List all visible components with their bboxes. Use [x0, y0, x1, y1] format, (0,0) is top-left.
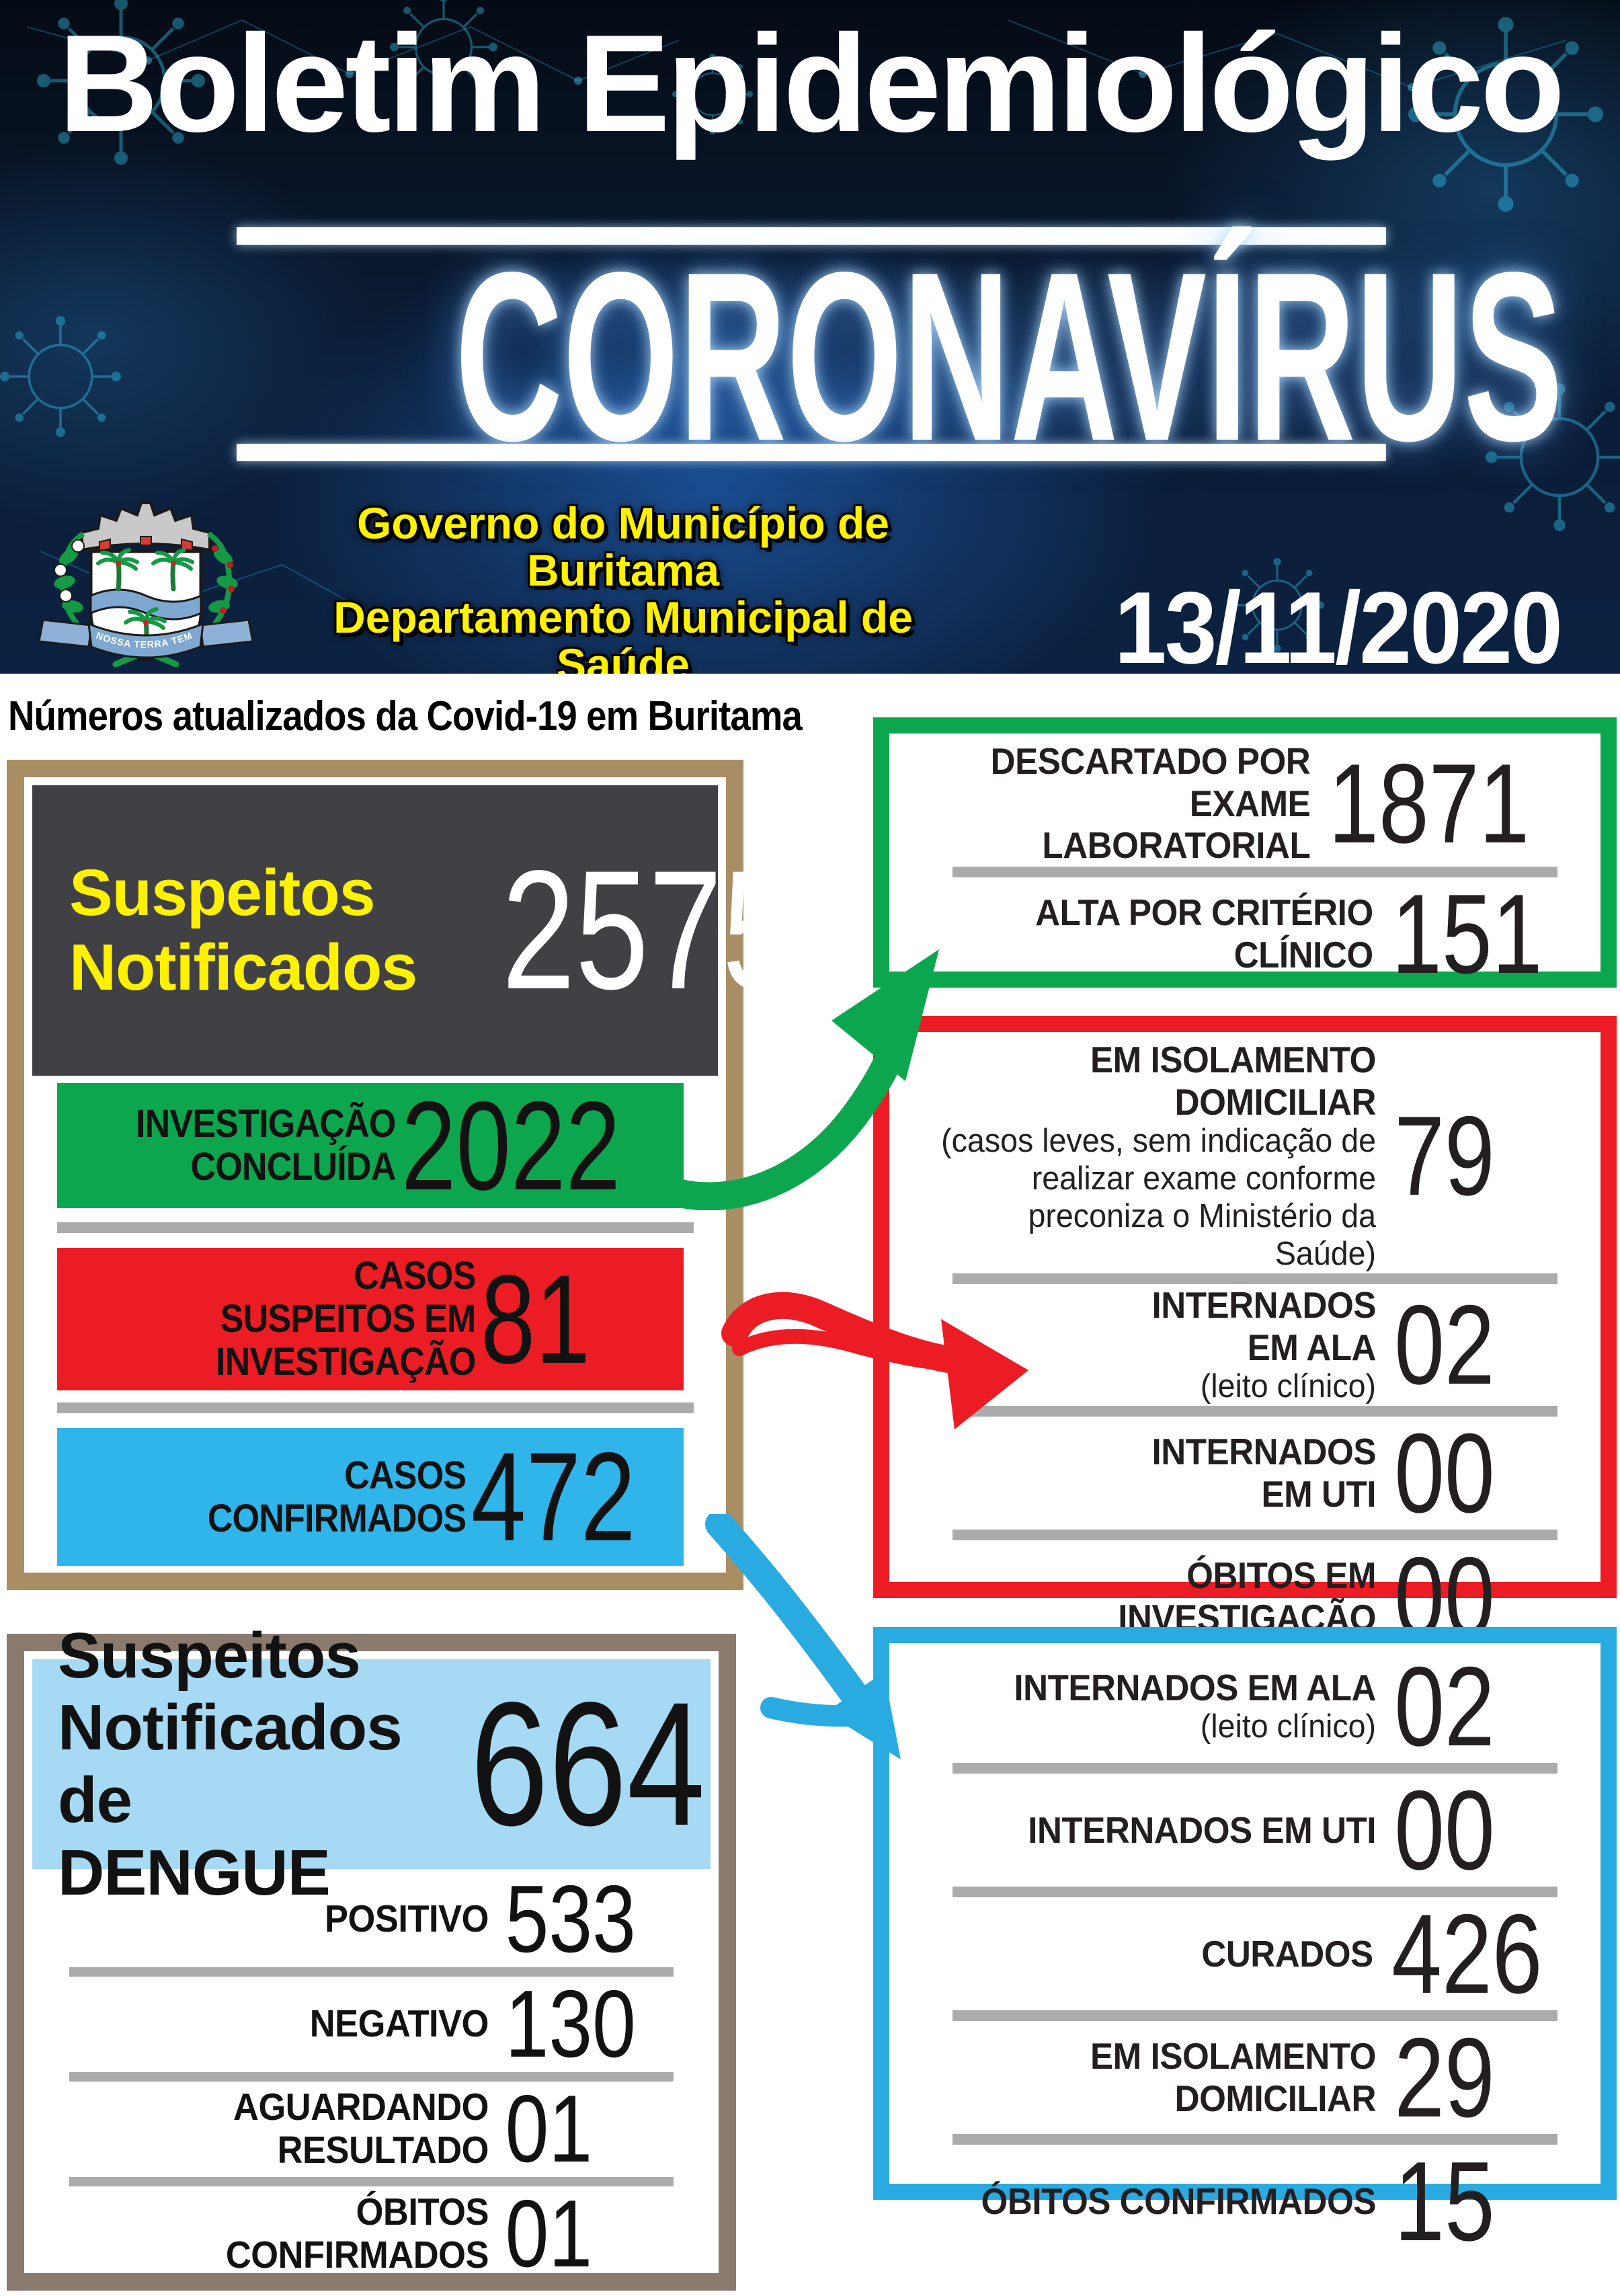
- row-value: 426: [1391, 1891, 1543, 2017]
- row-label: INTERNADOS EM ALA: [1151, 1283, 1376, 1368]
- divider: [953, 2134, 1557, 2145]
- notified-label: Suspeitos Notificados: [69, 856, 417, 1004]
- covid-summary-box: Suspeitos Notificados 2575 INVESTIGAÇÃO …: [7, 760, 796, 1590]
- row-label: ÓBITOS CONFIRMADOS: [225, 2190, 489, 2277]
- dengue-row-confirmed-deaths: ÓBITOS CONFIRMADOS 01: [32, 2186, 711, 2282]
- coronavirus-banner: CORONAVÍRUS: [454, 222, 1564, 491]
- dengue-notified-panel: Suspeitos Notificados de DENGUE 664: [32, 1620, 711, 1909]
- row-note: (leito clínico): [1200, 1368, 1376, 1405]
- dengue-row-awaiting-result: AGUARDANDO RESULTADO 01: [32, 2082, 711, 2177]
- outcomes-box: INTERNADOS EM ALA (leito clínico) 02 INT…: [873, 1627, 1617, 2258]
- row-label: ALTA POR CRITÉRIO CLÍNICO: [1035, 892, 1373, 976]
- divider: [953, 1406, 1557, 1417]
- dengue-notified-label: Suspeitos Notificados de DENGUE: [58, 1619, 403, 1909]
- dengue-row-positive: POSITIVO 533: [32, 1872, 711, 1967]
- row-value: 15: [1394, 2138, 1495, 2264]
- row-recovered: CURADOS 426: [905, 1897, 1584, 2010]
- row-label: DESCARTADO POR EXAME LABORATORIAL: [990, 740, 1311, 867]
- banner-rule-top: [237, 227, 1386, 245]
- row-home-isolation: EM ISOLAMENTO DOMICILIAR (casos leves, s…: [905, 1039, 1584, 1273]
- divider: [57, 1222, 694, 1233]
- divider: [57, 1402, 694, 1413]
- row-value: 79: [1394, 1093, 1495, 1220]
- org-lines: Governo do Município de Buritama Departa…: [264, 500, 983, 674]
- row-value: 00: [1394, 1767, 1495, 1893]
- row-icu-inpatients: INTERNADOS EM UTI 00: [905, 1417, 1584, 1530]
- row-label: ÓBITOS CONFIRMADOS: [981, 2180, 1377, 2222]
- row-ward-inpatients: INTERNADOS EM ALA (leito clínico) 02: [905, 1650, 1584, 1763]
- crest-crown-icon: [81, 502, 211, 552]
- row-label: CURADOS: [1201, 1932, 1373, 1975]
- row-note: (casos leves, sem indicação de realizar …: [941, 1123, 1376, 1272]
- blue-arrow-icon: [705, 1514, 901, 1759]
- divider: [69, 2177, 674, 2186]
- row-clinical-discharge: ALTA POR CRITÉRIO CLÍNICO 151: [905, 877, 1584, 990]
- notified-panel: Suspeitos Notificados 2575: [32, 785, 796, 1076]
- dengue-rows: POSITIVO 533 NEGATIVO 130 AGUARDANDO RES…: [24, 1872, 719, 2291]
- active-cases-box: EM ISOLAMENTO DOMICILIAR (casos leves, s…: [873, 1016, 1617, 1653]
- municipal-crest: NOSSA TERRA TEM PALMEIRAS...: [35, 495, 254, 668]
- org-line-government: Governo do Município de Buritama: [357, 498, 889, 595]
- row-value: 151: [1391, 871, 1543, 998]
- divider: [953, 1273, 1557, 1284]
- green-arrow-icon: [662, 949, 939, 1210]
- divider: [953, 1887, 1557, 1897]
- section-title: Números atualizados da Covid-19 em Burit…: [8, 693, 803, 740]
- confirmed-value: 472: [471, 1426, 636, 1568]
- row-home-isolation: EM ISOLAMENTO DOMICILIAR 29: [905, 2021, 1584, 2134]
- crest-wave-icon: [89, 588, 202, 621]
- divider: [69, 2072, 674, 2082]
- header-banner: Boletim Epidemiológico CORONAVÍRUS: [0, 0, 1620, 674]
- row-value: 130: [505, 1971, 636, 2077]
- suspected-under-investigation-label: CASOS SUSPEITOS EM INVESTIGAÇÃO: [215, 1254, 475, 1384]
- investigation-done-value: 2022: [401, 1074, 620, 1216]
- row-ward-inpatients: INTERNADOS EM ALA (leito clínico) 02: [905, 1284, 1584, 1406]
- banner-rule-bottom: [237, 444, 1386, 461]
- divider: [953, 867, 1557, 878]
- row-value: 533: [505, 1866, 636, 1973]
- discarded-box: DESCARTADO POR EXAME LABORATORIAL 1871 A…: [873, 717, 1617, 990]
- row-label: NEGATIVO: [309, 2002, 489, 2046]
- row-label: INTERNADOS EM ALA: [1014, 1666, 1376, 1708]
- investigation-done-label: INVESTIGAÇÃO CONCLUÍDA: [136, 1102, 396, 1189]
- org-line-department: Departamento Municipal de Saúde: [333, 592, 913, 674]
- page-title: Boletim Epidemiológico: [58, 6, 1565, 161]
- row-discarded-lab: DESCARTADO POR EXAME LABORATORIAL 1871: [905, 740, 1584, 867]
- row-value: 02: [1394, 1643, 1495, 1770]
- dengue-row-negative: NEGATIVO 130: [32, 1977, 711, 2072]
- row-label: AGUARDANDO RESULTADO: [233, 2086, 489, 2172]
- confirmed-panel: CASOS CONFIRMADOS 472: [57, 1428, 684, 1566]
- row-icu-inpatients: INTERNADOS EM UTI 00: [905, 1774, 1584, 1887]
- row-label: EM ISOLAMENTO DOMICILIAR: [1090, 1039, 1376, 1123]
- row-label: EM ISOLAMENTO DOMICILIAR: [1090, 2035, 1376, 2119]
- row-note: (leito clínico): [1200, 1708, 1376, 1745]
- bulletin-date: 13/11/2020: [1114, 571, 1563, 674]
- row-value: 1871: [1328, 740, 1530, 867]
- divider: [953, 2010, 1557, 2021]
- divider: [953, 1530, 1557, 1541]
- dengue-summary-box: Suspeitos Notificados de DENGUE 664 POSI…: [7, 1620, 736, 2291]
- divider: [69, 1967, 674, 1977]
- row-label: ÓBITOS EM INVESTIGAÇÃO: [1118, 1554, 1376, 1639]
- row-value: 29: [1394, 2014, 1495, 2141]
- row-value: 01: [505, 2180, 593, 2287]
- row-label: POSITIVO: [324, 1897, 489, 1941]
- row-label: INTERNADOS EM UTI: [1028, 1809, 1376, 1851]
- crest-palm-trees-icon: [96, 548, 194, 648]
- investigation-done-panel: INVESTIGAÇÃO CONCLUÍDA 2022: [57, 1074, 684, 1216]
- row-label: INTERNADOS EM UTI: [1151, 1431, 1376, 1515]
- row-value: 02: [1394, 1281, 1495, 1409]
- crest-branches-icon: [54, 531, 238, 668]
- notified-value: 2575: [501, 836, 796, 1025]
- row-value: 01: [505, 2075, 593, 2182]
- suspected-under-investigation-panel: CASOS SUSPEITOS EM INVESTIGAÇÃO 81: [57, 1248, 684, 1390]
- red-arrow-icon: [721, 1292, 1028, 1429]
- divider: [953, 1763, 1557, 1774]
- confirmed-label: CASOS CONFIRMADOS: [207, 1453, 467, 1540]
- row-value: 00: [1394, 1410, 1495, 1537]
- suspected-under-investigation-value: 81: [480, 1248, 590, 1390]
- dengue-notified-value: 664: [470, 1665, 705, 1862]
- row-confirmed-deaths: ÓBITOS CONFIRMADOS 15: [905, 2145, 1584, 2258]
